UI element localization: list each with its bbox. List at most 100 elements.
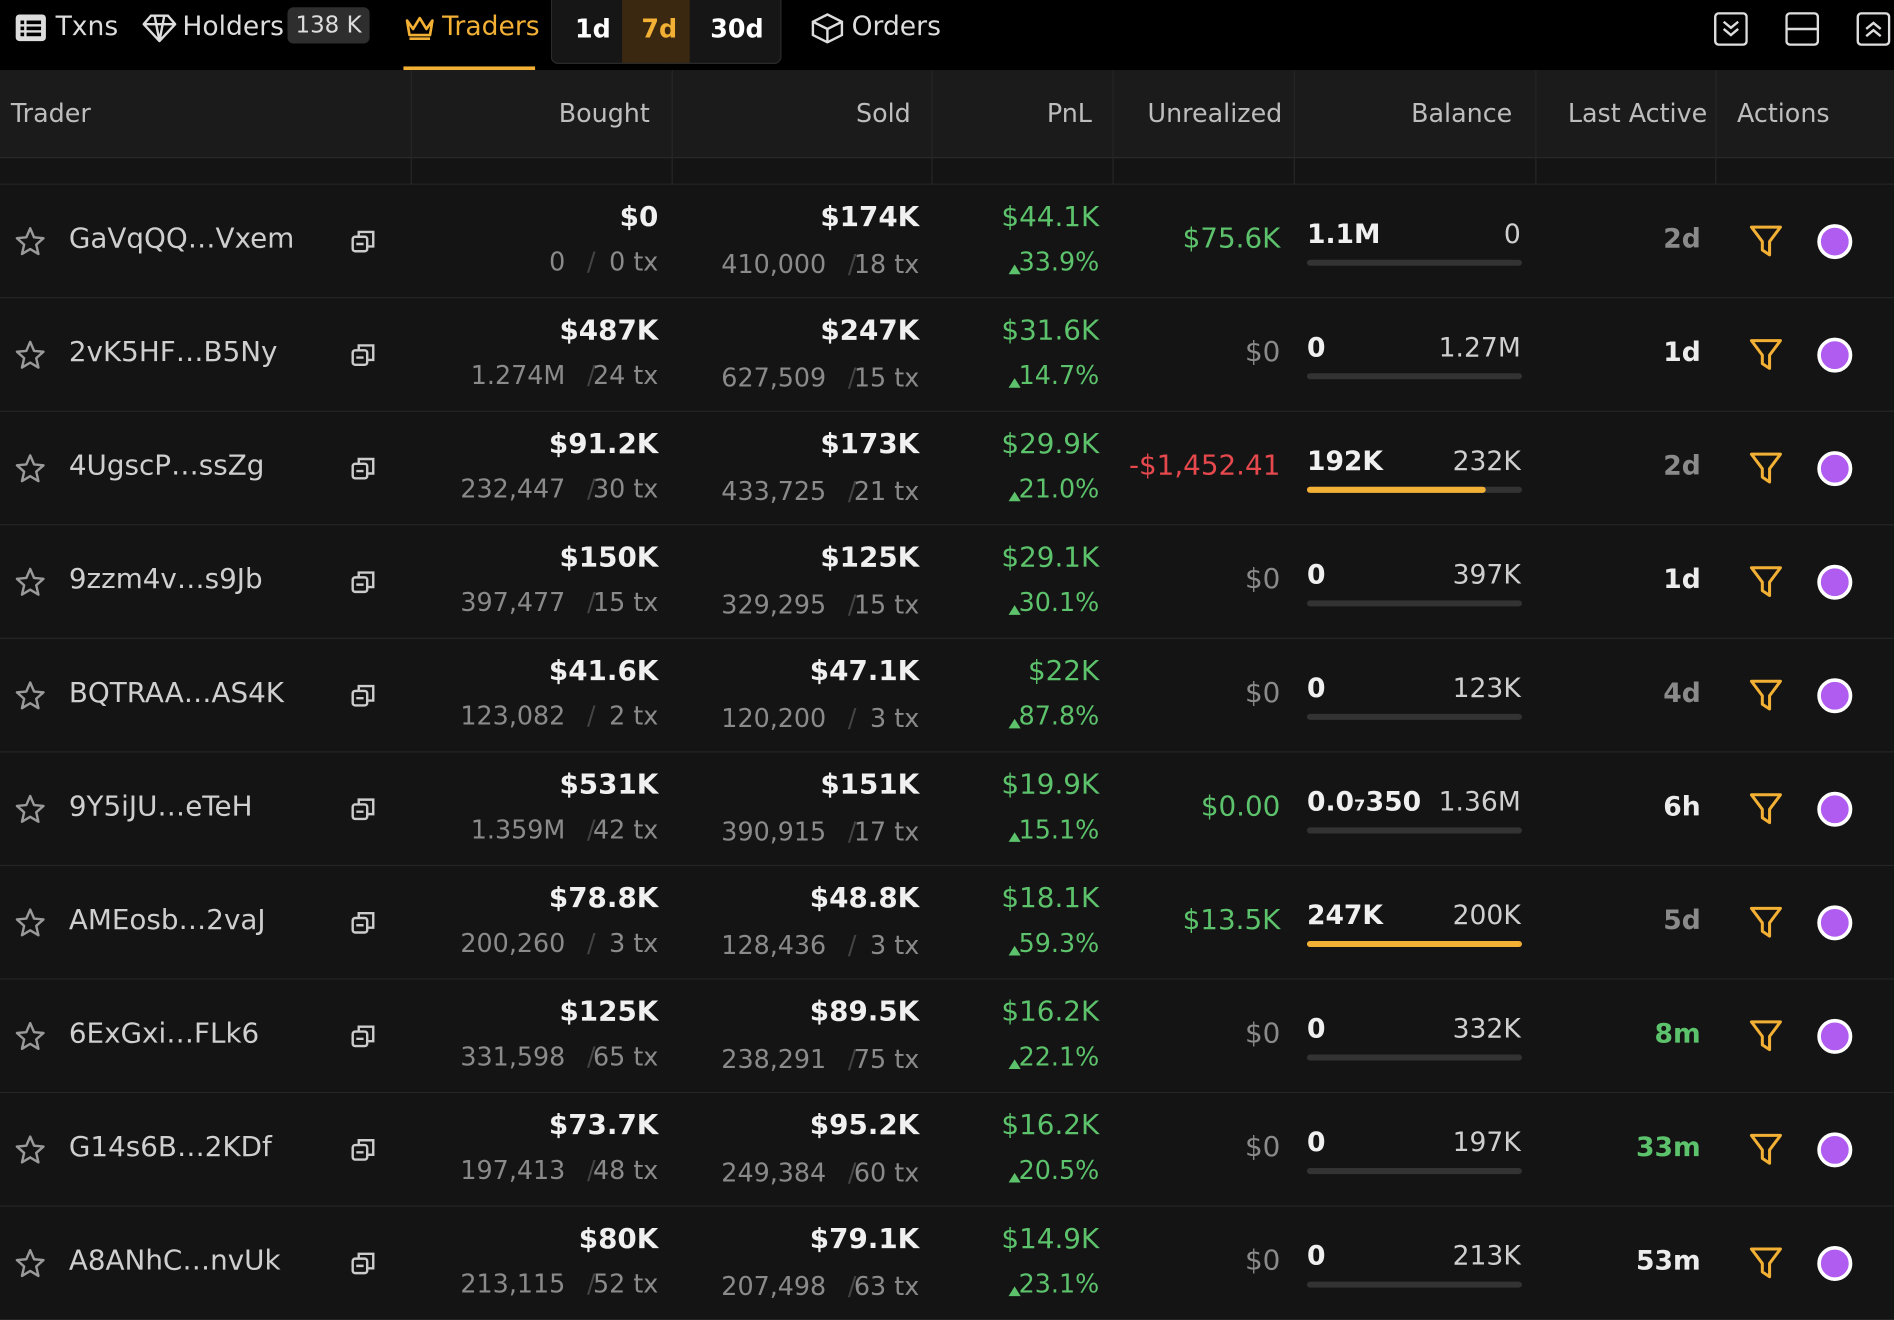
wallet-button[interactable] [1817, 564, 1853, 600]
column-header[interactable]: Last Active [1567, 99, 1708, 129]
sold-usd: $247K [820, 315, 920, 347]
holders-tab[interactable]: Holders [182, 12, 285, 43]
wallet-button[interactable] [1817, 905, 1853, 941]
trader-address[interactable]: G14s6B…2KDf [68, 1131, 272, 1164]
table-row: AMEosb…2vaJ $78.8K 200,260 / 3 tx $48.8K 128,4… [0, 866, 1894, 980]
star-button[interactable] [14, 907, 45, 938]
unrealized-pnl: $0 [1245, 1018, 1281, 1050]
separator-slash: / [586, 701, 596, 731]
trader-address[interactable]: 9zzm4v…s9Jb [68, 564, 263, 596]
split-button[interactable] [1785, 12, 1820, 46]
star-button[interactable] [14, 1248, 45, 1279]
sold-tx: 3 tx [870, 704, 920, 734]
filter-button[interactable] [1749, 1247, 1783, 1281]
period-option[interactable]: 1d [574, 14, 611, 44]
txns-tab[interactable]: Txns [55, 12, 119, 43]
holders-count: 138 K [287, 7, 370, 44]
filter-button[interactable] [1749, 679, 1783, 713]
bought-tx: 48 tx [593, 1155, 659, 1185]
filter-button[interactable] [1749, 452, 1783, 486]
trader-address[interactable]: GaVqQQ…Vxem [68, 223, 295, 255]
up-arrow [1007, 1166, 1021, 1183]
copy-button[interactable] [350, 682, 377, 709]
balance-total: 1.27M [1438, 333, 1521, 364]
column-header[interactable]: Bought [558, 99, 650, 129]
balance-total: 397K [1452, 560, 1521, 591]
filter-button-graphic [1749, 225, 1782, 257]
orders-tab[interactable]: Orders [851, 12, 941, 43]
filter-button[interactable] [1749, 1019, 1783, 1053]
copy-button[interactable] [350, 1250, 377, 1277]
trader-address[interactable]: 9Y5iJU…eTeH [68, 791, 253, 823]
column-header[interactable]: Balance [1411, 99, 1513, 129]
star-button[interactable] [14, 567, 45, 598]
copy-button[interactable] [350, 228, 377, 255]
trader-address[interactable]: 6ExGxi…FLk6 [68, 1018, 260, 1050]
traders-icon [405, 16, 434, 40]
sold-tx: 63 tx [853, 1271, 920, 1301]
copy-button[interactable] [350, 910, 377, 937]
collapse-button[interactable] [1714, 12, 1748, 46]
filter-button[interactable] [1749, 565, 1783, 599]
star-button[interactable] [14, 453, 45, 484]
filter-button[interactable] [1749, 225, 1783, 259]
filter-button[interactable] [1749, 792, 1783, 826]
star-button[interactable] [14, 794, 45, 825]
separator-slash: / [847, 250, 857, 280]
balance-held: 0.0₇350 [1306, 787, 1422, 818]
table-row: A8ANhC…nvUk $80K 213,115/52 tx $79.1K 207,49… [0, 1206, 1894, 1320]
wallet-button-graphic [1817, 1245, 1853, 1281]
pnl-percent: 20.5% [1018, 1155, 1100, 1185]
star-button[interactable] [14, 226, 45, 257]
traders-tab[interactable]: Traders [442, 12, 540, 43]
wallet-button[interactable] [1817, 337, 1853, 373]
filter-button[interactable] [1749, 906, 1783, 940]
wallet-button[interactable] [1817, 1245, 1853, 1281]
wallet-button[interactable] [1817, 451, 1853, 487]
wallet-button[interactable] [1817, 678, 1853, 714]
star-button[interactable] [14, 680, 45, 711]
up-arrow [1007, 1052, 1021, 1069]
wallet-button[interactable] [1817, 1018, 1853, 1054]
wallet-button[interactable] [1817, 791, 1853, 827]
trader-address[interactable]: A8ANhC…nvUk [68, 1245, 281, 1277]
sold-amount: 410,000 [721, 250, 827, 280]
last-active: 2d [1663, 224, 1701, 255]
trader-address[interactable]: 2vK5HF…B5Ny [68, 337, 278, 369]
copy-button[interactable] [350, 1137, 377, 1164]
sold-usd: $89.5K [809, 996, 920, 1028]
wallet-button[interactable] [1817, 1132, 1853, 1168]
wallet-button[interactable] [1817, 223, 1853, 260]
star-button[interactable] [14, 1021, 45, 1052]
column-header[interactable]: Unrealized [1147, 99, 1283, 129]
copy-button[interactable] [350, 455, 377, 482]
star-button-graphic [15, 1248, 45, 1278]
copy-button[interactable] [350, 1023, 377, 1050]
trader-address[interactable]: AMEosb…2vaJ [68, 904, 266, 937]
up-arrow-graphic [1008, 832, 1021, 842]
expand-button[interactable] [1856, 12, 1891, 46]
star-button[interactable] [14, 1134, 45, 1165]
table-row: GaVqQQ…Vxem $0 0/0 tx $174K 410,000/18 tx $44… [0, 184, 1894, 299]
column-header[interactable]: PnL [1046, 99, 1092, 129]
trader-address[interactable]: BQTRAA…AS4K [68, 677, 285, 710]
copy-button[interactable] [350, 342, 377, 369]
filter-button[interactable] [1749, 338, 1783, 372]
copy-button[interactable] [350, 569, 377, 596]
pnl-usd: $16.2K [1001, 996, 1100, 1028]
period-option[interactable]: 7d [641, 14, 678, 44]
balance-bar-track [1306, 827, 1522, 834]
column-header[interactable]: Sold [855, 99, 911, 129]
period-option[interactable]: 30d [710, 14, 764, 44]
trader-address[interactable]: 4UgscP…ssZg [68, 450, 265, 482]
copy-button[interactable] [350, 796, 377, 823]
star-button[interactable] [14, 339, 45, 370]
bought-tx: 65 tx [593, 1042, 659, 1072]
filter-button-graphic [1749, 1133, 1782, 1165]
filter-button[interactable] [1749, 1133, 1783, 1167]
sold-amount: 627,509 [721, 363, 827, 393]
partial-row [0, 158, 1894, 185]
bought-tx: 15 tx [593, 588, 659, 618]
